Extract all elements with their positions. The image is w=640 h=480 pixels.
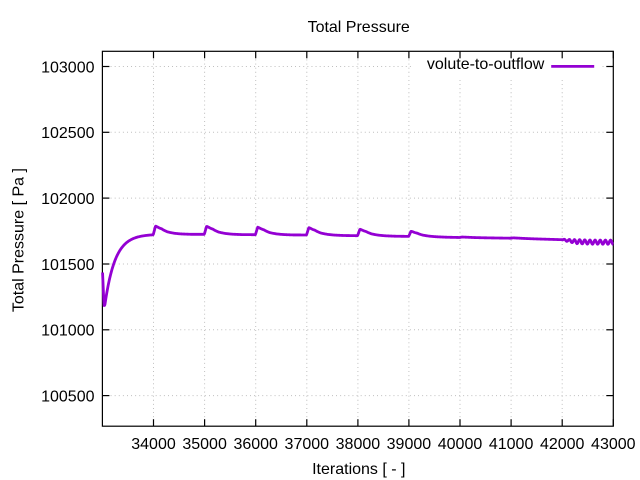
svg-text:41000: 41000 bbox=[489, 436, 534, 453]
svg-text:35000: 35000 bbox=[182, 436, 227, 453]
svg-text:40000: 40000 bbox=[438, 436, 483, 453]
svg-text:39000: 39000 bbox=[387, 436, 432, 453]
svg-text:101000: 101000 bbox=[41, 323, 94, 340]
svg-text:103000: 103000 bbox=[41, 59, 94, 76]
svg-text:101500: 101500 bbox=[41, 257, 94, 274]
svg-text:43000: 43000 bbox=[591, 436, 636, 453]
svg-text:102000: 102000 bbox=[41, 191, 94, 208]
svg-text:Total Pressure [ Pa ]: Total Pressure [ Pa ] bbox=[11, 168, 28, 312]
svg-text:volute-to-outflow: volute-to-outflow bbox=[427, 56, 545, 73]
svg-text:36000: 36000 bbox=[233, 436, 278, 453]
svg-text:38000: 38000 bbox=[336, 436, 381, 453]
svg-text:Total Pressure: Total Pressure bbox=[308, 19, 410, 36]
svg-text:102500: 102500 bbox=[41, 125, 94, 142]
svg-text:100500: 100500 bbox=[41, 389, 94, 406]
svg-text:34000: 34000 bbox=[131, 436, 176, 453]
svg-text:42000: 42000 bbox=[540, 436, 585, 453]
svg-text:37000: 37000 bbox=[285, 436, 330, 453]
svg-text:Iterations [ - ]: Iterations [ - ] bbox=[312, 461, 405, 478]
